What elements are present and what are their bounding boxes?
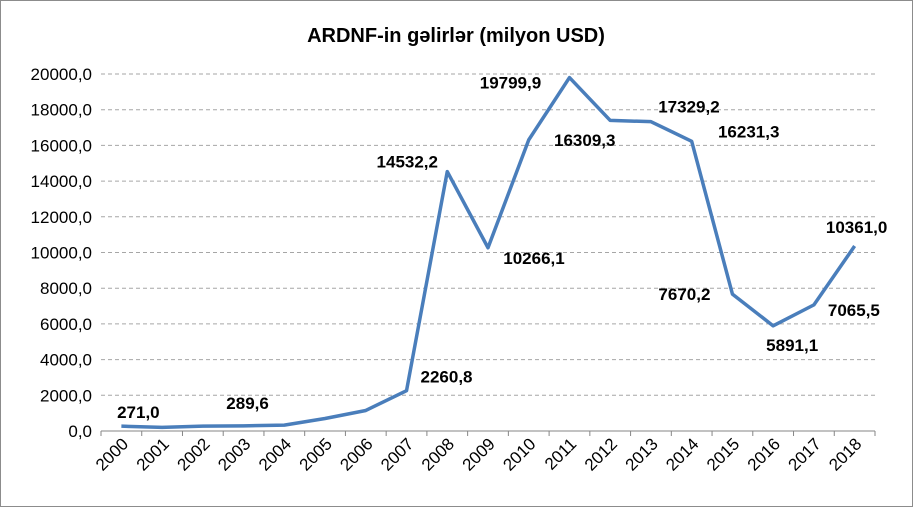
data-label: 17329,2 [658, 98, 719, 117]
x-tick-label: 2003 [214, 434, 254, 474]
x-tick-label: 2006 [336, 434, 376, 474]
data-labels: 271,0 289,6 2260,8 14532,2 10266,1 16309,3 197… [117, 74, 887, 423]
data-label: 7670,2 [658, 285, 710, 304]
chart-title: ARDNF-in gəlirlər (milyon USD) [307, 25, 605, 47]
data-label: 10266,1 [503, 249, 564, 268]
gridlines [101, 73, 875, 396]
x-tick-label: 2014 [662, 434, 702, 474]
x-tick-label: 2011 [541, 434, 580, 473]
x-tick-label: 2008 [418, 434, 458, 474]
data-label: 7065,5 [828, 301, 880, 320]
x-tick-label: 2007 [377, 434, 417, 474]
y-axis-ticks: 0,0 2000,0 4000,0 6000,0 8000,0 10000,0 12000,… [31, 65, 92, 441]
data-label: 16231,3 [718, 122, 779, 141]
y-tick-label: 14000,0 [31, 172, 92, 191]
x-axis-ticks: 2000 2001 2002 2003 2004 2005 2006 2007 2008 2009… [92, 431, 876, 475]
y-tick-label: 18000,0 [31, 101, 92, 120]
x-tick-label: 2009 [459, 434, 499, 474]
data-label: 271,0 [117, 403, 160, 422]
x-tick-label: 2000 [92, 434, 132, 474]
y-tick-label: 4000,0 [40, 351, 92, 370]
y-tick-label: 10000,0 [31, 244, 92, 263]
data-label: 16309,3 [554, 131, 615, 150]
y-tick-label: 16000,0 [31, 136, 92, 155]
x-tick-label: 2017 [785, 434, 825, 474]
x-tick-label: 2015 [703, 434, 743, 474]
y-tick-label: 20000,0 [31, 65, 92, 84]
y-tick-label: 0,0 [68, 422, 92, 441]
data-label: 5891,1 [766, 336, 818, 355]
series-line [121, 75, 857, 430]
series-layer [121, 75, 857, 430]
data-label: 10361,0 [826, 218, 887, 237]
x-tick-label: 2012 [581, 434, 621, 474]
x-tick-label: 2005 [296, 434, 336, 474]
y-tick-label: 2000,0 [40, 386, 92, 405]
data-label: 289,6 [226, 394, 269, 413]
data-label: 2260,8 [421, 368, 473, 387]
y-tick-label: 6000,0 [40, 315, 92, 334]
data-label: 19799,9 [480, 74, 541, 93]
x-tick-label: 2013 [622, 434, 662, 474]
x-tick-label: 2002 [173, 434, 213, 474]
data-label: 14532,2 [377, 153, 438, 172]
x-tick-label: 2016 [744, 434, 784, 474]
x-tick-label: 2001 [133, 434, 173, 474]
y-tick-label: 8000,0 [40, 279, 92, 298]
x-tick-label: 2010 [499, 434, 539, 474]
x-tick-label: 2004 [255, 434, 295, 474]
x-tick-label: 2018 [825, 434, 865, 474]
y-tick-label: 12000,0 [31, 208, 92, 227]
